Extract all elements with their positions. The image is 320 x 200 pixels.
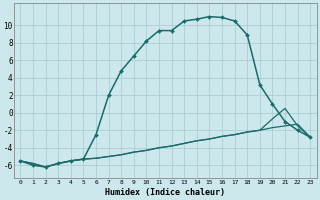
X-axis label: Humidex (Indice chaleur): Humidex (Indice chaleur) xyxy=(105,188,225,197)
